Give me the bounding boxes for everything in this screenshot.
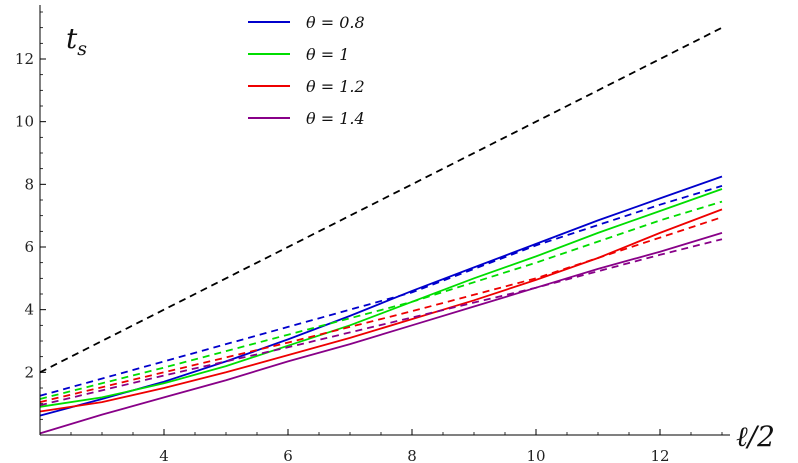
series-line-6 [39,232,723,435]
series-line-2 [39,188,723,408]
y-axis-title-main: t [66,22,78,55]
series-line-4 [39,208,723,413]
series-line-1 [39,185,723,397]
legend: θ = 0.8 θ = 1 θ = 1.2 θ = 1.4 [248,13,365,128]
y-axis-title: ts [66,22,87,60]
legend-label: θ = 1 [306,45,349,64]
x-axis-title: ℓ/2 [736,420,775,453]
series-line-3 [39,200,723,400]
y-tick-label: 10 [15,113,34,131]
series-line-8 [39,26,723,374]
series-line-0 [39,175,723,417]
series-line-7 [39,238,723,407]
x-tick-label: 6 [283,447,293,463]
x-tick-label: 10 [526,447,545,463]
series-line-5 [39,216,723,403]
x-tick-label: 8 [407,447,417,463]
legend-label: θ = 0.8 [306,13,365,32]
legend-label: θ = 1.4 [306,109,365,128]
x-tick-label: 4 [159,447,169,463]
y-tick-label: 12 [15,50,34,68]
ticks: 4 6 8 10 12 2 4 6 8 10 12 [15,11,723,463]
legend-label: θ = 1.2 [306,77,365,96]
y-tick-label: 4 [24,301,34,319]
axes [39,5,730,436]
series-lines [39,26,723,435]
y-tick-label: 6 [24,238,34,256]
y-axis-title-sub: s [77,38,87,60]
y-tick-label: 8 [24,175,34,193]
y-tick-label: 2 [24,363,34,381]
x-tick-label: 12 [650,447,669,463]
